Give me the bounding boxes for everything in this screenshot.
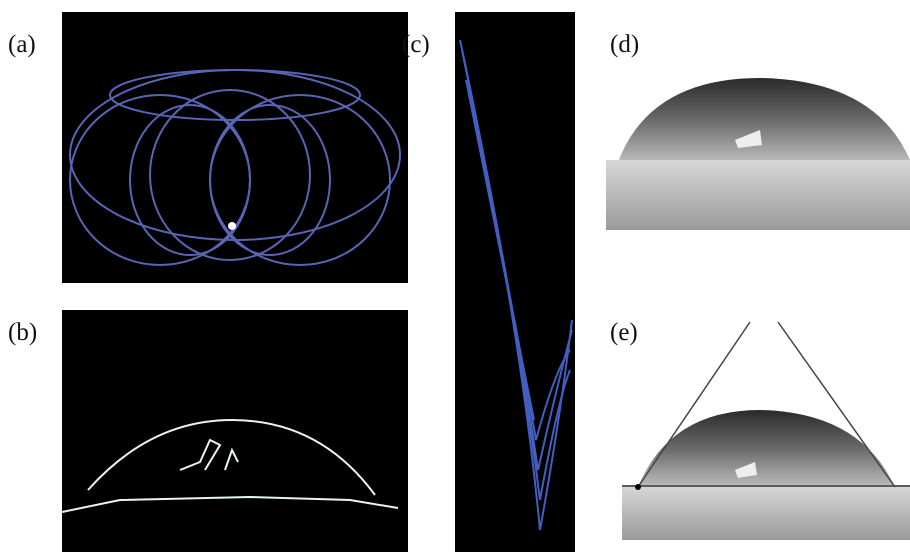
page: (a) (b) (c) bbox=[0, 0, 910, 552]
panel-label: (b) bbox=[8, 319, 37, 346]
panel-c-image bbox=[455, 12, 575, 552]
panel-label: (d) bbox=[610, 31, 639, 58]
panel-label: (e) bbox=[610, 319, 638, 346]
panel-label: (c) bbox=[402, 31, 430, 58]
panel-d-image bbox=[606, 78, 910, 230]
panel-label: (a) bbox=[8, 31, 36, 58]
panel-e-image bbox=[622, 322, 910, 540]
panel-a-image bbox=[62, 12, 408, 283]
figure: (a) (b) (c) bbox=[0, 0, 910, 552]
panel-b-image bbox=[62, 310, 408, 552]
